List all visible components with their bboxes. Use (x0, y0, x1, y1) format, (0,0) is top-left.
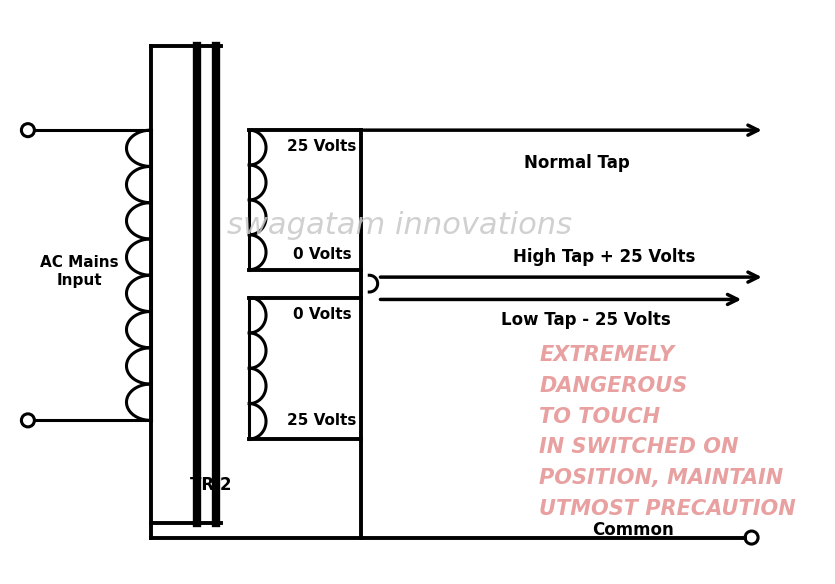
Text: Normal Tap: Normal Tap (524, 154, 630, 172)
Text: EXTREMELY: EXTREMELY (539, 345, 675, 365)
Text: DANGEROUS: DANGEROUS (539, 376, 688, 396)
Text: UTMOST PRECAUTION: UTMOST PRECAUTION (539, 499, 797, 519)
Text: POSITION, MAINTAIN: POSITION, MAINTAIN (539, 468, 784, 488)
Text: 0 Volts: 0 Volts (292, 247, 352, 262)
Text: TO TOUCH: TO TOUCH (539, 406, 660, 427)
Text: 25 Volts: 25 Volts (287, 140, 357, 154)
Text: IN SWITCHED ON: IN SWITCHED ON (539, 437, 739, 457)
Text: TR 2: TR 2 (190, 477, 232, 495)
Text: AC Mains
Input: AC Mains Input (40, 255, 119, 288)
Text: Low Tap - 25 Volts: Low Tap - 25 Volts (501, 311, 671, 329)
Text: swagatam innovations: swagatam innovations (227, 210, 573, 239)
Text: High Tap + 25 Volts: High Tap + 25 Volts (514, 248, 696, 266)
Text: 0 Volts: 0 Volts (292, 307, 352, 322)
Text: 25 Volts: 25 Volts (287, 413, 357, 428)
Text: Common: Common (592, 521, 673, 539)
